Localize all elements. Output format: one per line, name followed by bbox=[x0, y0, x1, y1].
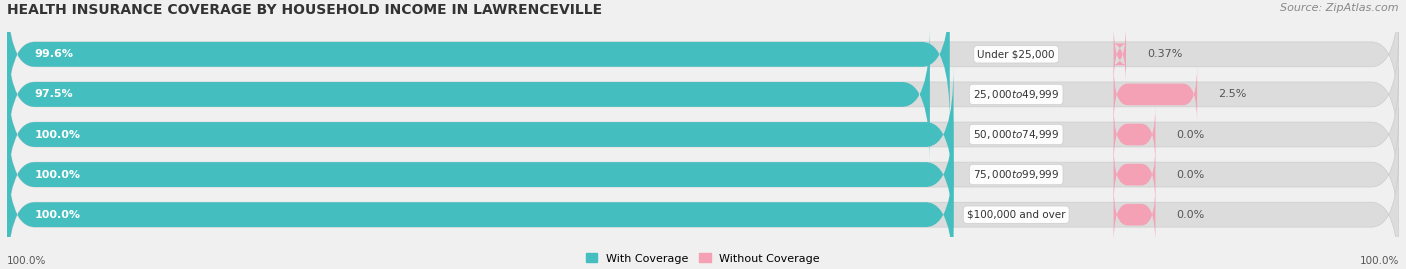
Text: 100.0%: 100.0% bbox=[7, 256, 46, 266]
FancyBboxPatch shape bbox=[1114, 185, 1156, 244]
FancyBboxPatch shape bbox=[7, 0, 1399, 122]
Text: $25,000 to $49,999: $25,000 to $49,999 bbox=[973, 88, 1059, 101]
FancyBboxPatch shape bbox=[1114, 65, 1197, 124]
Text: $75,000 to $99,999: $75,000 to $99,999 bbox=[973, 168, 1059, 181]
Text: 0.0%: 0.0% bbox=[1177, 129, 1205, 140]
FancyBboxPatch shape bbox=[1114, 105, 1156, 164]
Text: 100.0%: 100.0% bbox=[35, 169, 82, 180]
FancyBboxPatch shape bbox=[1114, 145, 1156, 204]
Text: 2.5%: 2.5% bbox=[1218, 89, 1246, 100]
Text: Source: ZipAtlas.com: Source: ZipAtlas.com bbox=[1281, 3, 1399, 13]
FancyBboxPatch shape bbox=[7, 27, 929, 162]
FancyBboxPatch shape bbox=[7, 67, 953, 202]
FancyBboxPatch shape bbox=[7, 67, 1399, 202]
FancyBboxPatch shape bbox=[1112, 25, 1128, 84]
Text: 0.0%: 0.0% bbox=[1177, 169, 1205, 180]
Text: 99.6%: 99.6% bbox=[35, 49, 75, 59]
FancyBboxPatch shape bbox=[7, 107, 953, 242]
Text: Under $25,000: Under $25,000 bbox=[977, 49, 1054, 59]
Text: 97.5%: 97.5% bbox=[35, 89, 73, 100]
Text: HEALTH INSURANCE COVERAGE BY HOUSEHOLD INCOME IN LAWRENCEVILLE: HEALTH INSURANCE COVERAGE BY HOUSEHOLD I… bbox=[7, 3, 602, 17]
Legend: With Coverage, Without Coverage: With Coverage, Without Coverage bbox=[582, 249, 824, 268]
Text: 0.37%: 0.37% bbox=[1147, 49, 1182, 59]
Text: 100.0%: 100.0% bbox=[1360, 256, 1399, 266]
Text: 0.0%: 0.0% bbox=[1177, 210, 1205, 220]
FancyBboxPatch shape bbox=[7, 147, 1399, 269]
FancyBboxPatch shape bbox=[7, 147, 953, 269]
Text: $100,000 and over: $100,000 and over bbox=[967, 210, 1066, 220]
FancyBboxPatch shape bbox=[7, 27, 1399, 162]
Text: 100.0%: 100.0% bbox=[35, 129, 82, 140]
FancyBboxPatch shape bbox=[7, 0, 950, 122]
FancyBboxPatch shape bbox=[7, 107, 1399, 242]
Text: 100.0%: 100.0% bbox=[35, 210, 82, 220]
Text: $50,000 to $74,999: $50,000 to $74,999 bbox=[973, 128, 1059, 141]
